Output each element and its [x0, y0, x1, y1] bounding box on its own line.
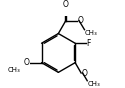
Text: CH₃: CH₃: [88, 81, 100, 87]
Text: O: O: [81, 68, 87, 78]
Text: CH₃: CH₃: [7, 67, 20, 73]
Text: O: O: [63, 0, 69, 9]
Text: O: O: [78, 16, 84, 25]
Text: CH₃: CH₃: [85, 30, 98, 36]
Text: F: F: [86, 39, 90, 48]
Text: O: O: [23, 58, 29, 67]
